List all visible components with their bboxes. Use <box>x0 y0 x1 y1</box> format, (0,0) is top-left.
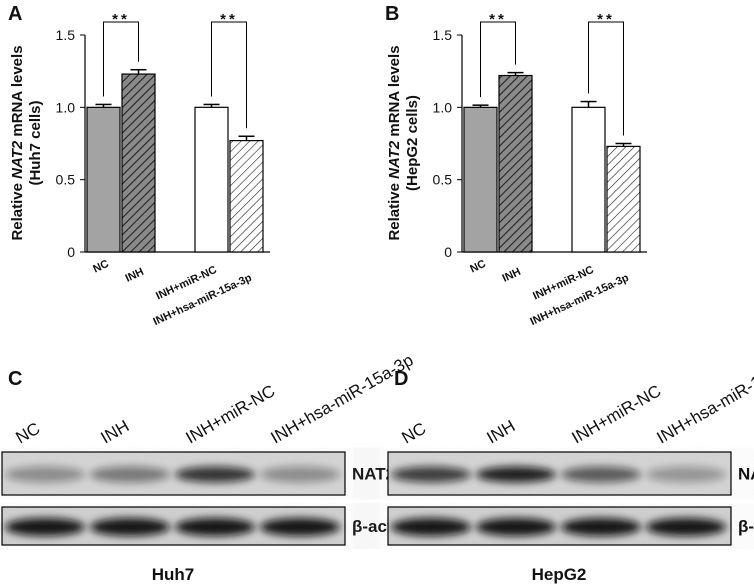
y-axis-label: (Huh7 cells) <box>27 100 44 185</box>
blot-band <box>5 466 85 483</box>
panel-label: C <box>8 368 22 390</box>
x-tick-label: INH <box>124 266 146 285</box>
y-axis-label-part: mRNA levels <box>386 45 403 140</box>
x-tick-label: NC <box>91 258 111 276</box>
bar <box>498 74 533 253</box>
y-axis-label-part: NAT2 <box>9 140 26 179</box>
bar <box>229 140 264 253</box>
blot-band <box>561 518 641 536</box>
bar <box>606 145 641 253</box>
lane-label: INH <box>98 416 133 447</box>
blot-band <box>561 466 641 483</box>
significance-bracket <box>211 21 247 129</box>
panel-label: D <box>394 368 408 390</box>
significance-label: ** <box>220 11 238 28</box>
lane-label: INH <box>484 416 519 447</box>
y-axis-label-part: NAT2 <box>386 140 403 179</box>
blot-frame <box>1 451 346 496</box>
blot-band <box>476 466 556 483</box>
y-tick-label: 1.0 <box>56 99 76 115</box>
blot-band <box>175 466 255 483</box>
significance-label: ** <box>597 11 615 28</box>
y-axis-label-part: Relative <box>386 179 403 241</box>
y-axis-label: Relative NAT2 mRNA levels <box>386 45 403 240</box>
cell-line-label: Huh7 <box>152 565 195 584</box>
y-tick-label: 0.5 <box>56 172 76 188</box>
significance-label: ** <box>489 11 507 28</box>
blot-band <box>646 518 726 536</box>
blot-band <box>90 466 170 483</box>
blot-frame <box>387 506 732 546</box>
significance-label: ** <box>112 11 130 28</box>
blot-band <box>391 518 471 536</box>
band-label: NAT2 <box>738 465 754 484</box>
y-axis-label: Relative NAT2 mRNA levels <box>9 45 26 240</box>
panel-label: A <box>8 3 22 25</box>
blot-frame <box>387 451 732 496</box>
blot-band <box>260 518 340 536</box>
y-tick-label: 1.5 <box>433 27 453 43</box>
y-tick-label: 0.5 <box>433 172 453 188</box>
lane-label: INH+hsa-miR-15a-3p <box>654 350 754 447</box>
lane-label: NC <box>399 419 430 448</box>
bar <box>194 106 229 253</box>
y-axis-label-part: Relative <box>9 179 26 241</box>
significance-bracket <box>588 21 624 136</box>
y-tick-label: 0 <box>444 244 452 260</box>
band-label: β-actin <box>738 517 754 536</box>
blot-band <box>260 466 340 483</box>
cell-line-label: HepG2 <box>532 565 587 584</box>
y-axis-label-part: mRNA levels <box>9 45 26 140</box>
lane-label: INH+miR-NC <box>183 381 279 447</box>
bar <box>463 106 498 253</box>
blot-band <box>5 518 85 536</box>
lane-label: INH+miR-NC <box>569 381 665 447</box>
blot-band <box>90 518 170 536</box>
x-tick-label: NC <box>468 258 488 276</box>
blot-frame <box>1 506 346 546</box>
y-tick-label: 1.0 <box>433 99 453 115</box>
blot-band <box>391 466 471 483</box>
band-label: NAT2 <box>352 465 395 484</box>
significance-bracket <box>480 21 516 98</box>
y-tick-label: 1.5 <box>56 27 76 43</box>
blot-band <box>175 518 255 536</box>
significance-bracket <box>103 21 139 97</box>
y-tick-label: 0 <box>67 244 75 260</box>
y-axis-label: (HepG2 cells) <box>404 95 421 191</box>
blot-band <box>646 466 726 483</box>
bar <box>571 106 606 253</box>
bar <box>86 106 121 253</box>
panel-label: B <box>385 3 399 25</box>
lane-label: NC <box>13 419 44 448</box>
lane-label: INH+hsa-miR-15a-3p <box>268 350 417 447</box>
blot-band <box>476 518 556 536</box>
x-tick-label: INH <box>501 266 523 285</box>
bar <box>121 73 156 253</box>
